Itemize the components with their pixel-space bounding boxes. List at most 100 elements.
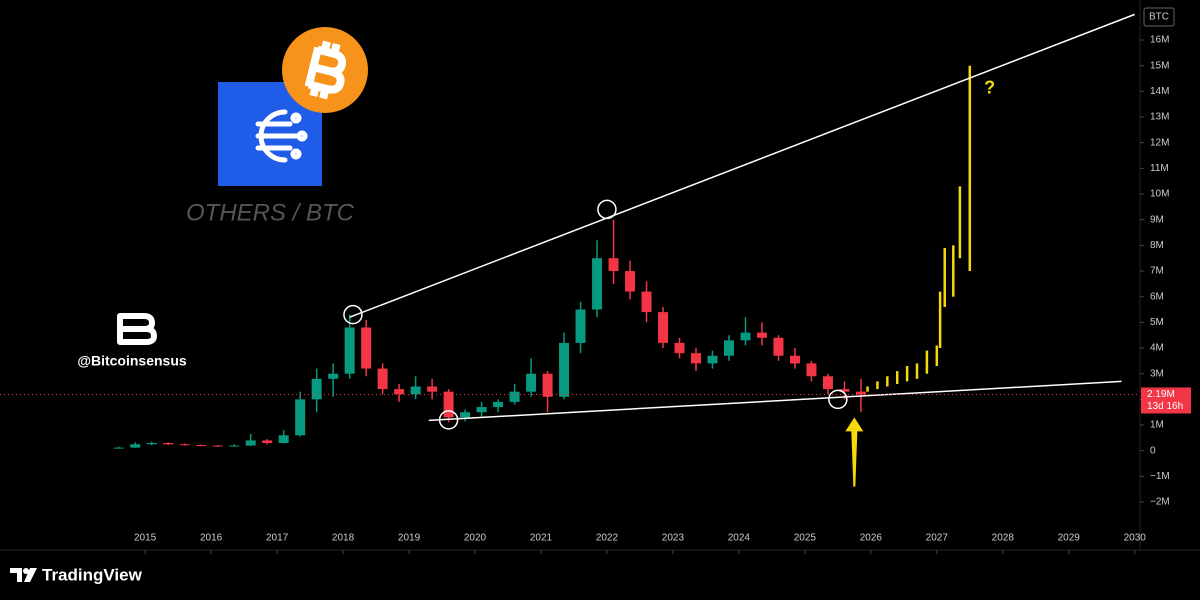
candle-body [460, 412, 471, 418]
y-tick-label: 10M [1150, 189, 1169, 200]
candle-body [179, 444, 190, 446]
candle-body [146, 442, 157, 445]
candle-body [278, 435, 289, 443]
symbol: BTC [1149, 12, 1169, 23]
trendline [349, 13, 1135, 318]
candle-body [641, 291, 652, 313]
candle-body [806, 363, 817, 377]
last-price-label: 2.19M [1147, 389, 1175, 400]
countdown: 13d 16h [1147, 401, 1183, 412]
y-tick-label: 14M [1150, 86, 1169, 97]
candle-body [130, 444, 141, 448]
x-tick-label: 2022 [596, 533, 619, 544]
x-tick-label: 2028 [992, 533, 1015, 544]
candle-body [361, 327, 372, 369]
y-tick-label: 5M [1150, 317, 1164, 328]
candle-body [707, 355, 718, 364]
y-tick-label: −1M [1150, 471, 1170, 482]
candle-body [262, 440, 273, 443]
x-tick-label: 2025 [794, 533, 817, 544]
x-tick-label: 2026 [860, 533, 883, 544]
annotation: ? [984, 78, 995, 98]
candle-body [328, 373, 339, 379]
last-price-box [1141, 387, 1191, 414]
candle-body [542, 373, 553, 397]
candle-body [773, 337, 784, 356]
candle-body [229, 445, 240, 447]
candle-body [410, 386, 421, 395]
candle-body [789, 355, 800, 364]
candle-body [691, 353, 702, 364]
highlight-circle [828, 389, 848, 410]
candle-body [245, 440, 256, 446]
bitcoin-logo-icon [304, 40, 347, 100]
candle-body [822, 376, 833, 390]
y-tick-label: 16M [1150, 35, 1169, 46]
x-tick-label: 2030 [1124, 533, 1147, 544]
brand-logo [10, 568, 37, 582]
brand: TradingView [42, 565, 143, 584]
y-tick-label: 15M [1150, 60, 1169, 71]
y-tick-label: 0 [1150, 445, 1156, 456]
y-tick-label: 11M [1150, 163, 1169, 174]
candle-body [608, 258, 619, 272]
x-tick-label: 2015 [134, 533, 157, 544]
x-tick-label: 2020 [464, 533, 487, 544]
candle-body [427, 386, 438, 392]
x-tick-label: 2024 [728, 533, 751, 544]
x-tick-label: 2029 [1058, 533, 1081, 544]
highlight-circle [343, 304, 363, 325]
candle-body [855, 391, 866, 395]
y-tick-label: 3M [1150, 368, 1164, 379]
candle-body [723, 340, 734, 356]
plot-area: ? [0, 13, 1140, 487]
trendline [428, 380, 1122, 422]
candle-body [493, 401, 504, 408]
chart-title: OTHERS / BTC [186, 199, 355, 226]
candle-body [394, 389, 405, 395]
candle-body [311, 378, 322, 400]
candle-body [196, 445, 207, 447]
y-tick-label: 9M [1150, 214, 1164, 225]
y-tick-label: 13M [1150, 112, 1169, 123]
candle-body [658, 312, 669, 343]
candle-body [163, 442, 174, 445]
y-tick-label: −2M [1150, 497, 1170, 508]
candle-body [674, 342, 685, 354]
candle-body [559, 342, 570, 397]
candle-body [212, 445, 223, 447]
x-tick-label: 2019 [398, 533, 421, 544]
candle-body [592, 258, 603, 310]
x-tick-label: 2021 [530, 533, 553, 544]
others-logo-icon [255, 109, 308, 163]
symbol-box [1143, 7, 1175, 27]
candle-body [740, 332, 751, 341]
candle-body [377, 368, 388, 390]
y-tick-label: 4M [1150, 343, 1164, 354]
y-tick-label: 1M [1150, 420, 1164, 431]
highlight-circle [597, 199, 617, 220]
candle-body [476, 407, 487, 413]
handle: @Bitcoinsensus [77, 353, 187, 369]
y-tick-label: 7M [1150, 266, 1164, 277]
handle-logo [117, 313, 157, 345]
candle-body [113, 447, 124, 449]
candle-body [509, 391, 520, 402]
x-tick-label: 2023 [662, 533, 685, 544]
arrow [845, 417, 864, 487]
highlight-circle [438, 410, 459, 430]
candle-body [344, 327, 355, 374]
candle-body [295, 399, 306, 436]
candle-body [625, 271, 636, 292]
candle-body [575, 309, 586, 343]
candle-body [839, 389, 850, 392]
y-tick-label: 8M [1150, 240, 1164, 251]
candle-body [526, 373, 537, 392]
y-tick-label: 6M [1150, 291, 1164, 302]
x-tick-label: 2027 [926, 533, 949, 544]
y-tick-label: 12M [1150, 137, 1169, 148]
x-tick-label: 2018 [332, 533, 355, 544]
x-tick-label: 2017 [266, 533, 289, 544]
